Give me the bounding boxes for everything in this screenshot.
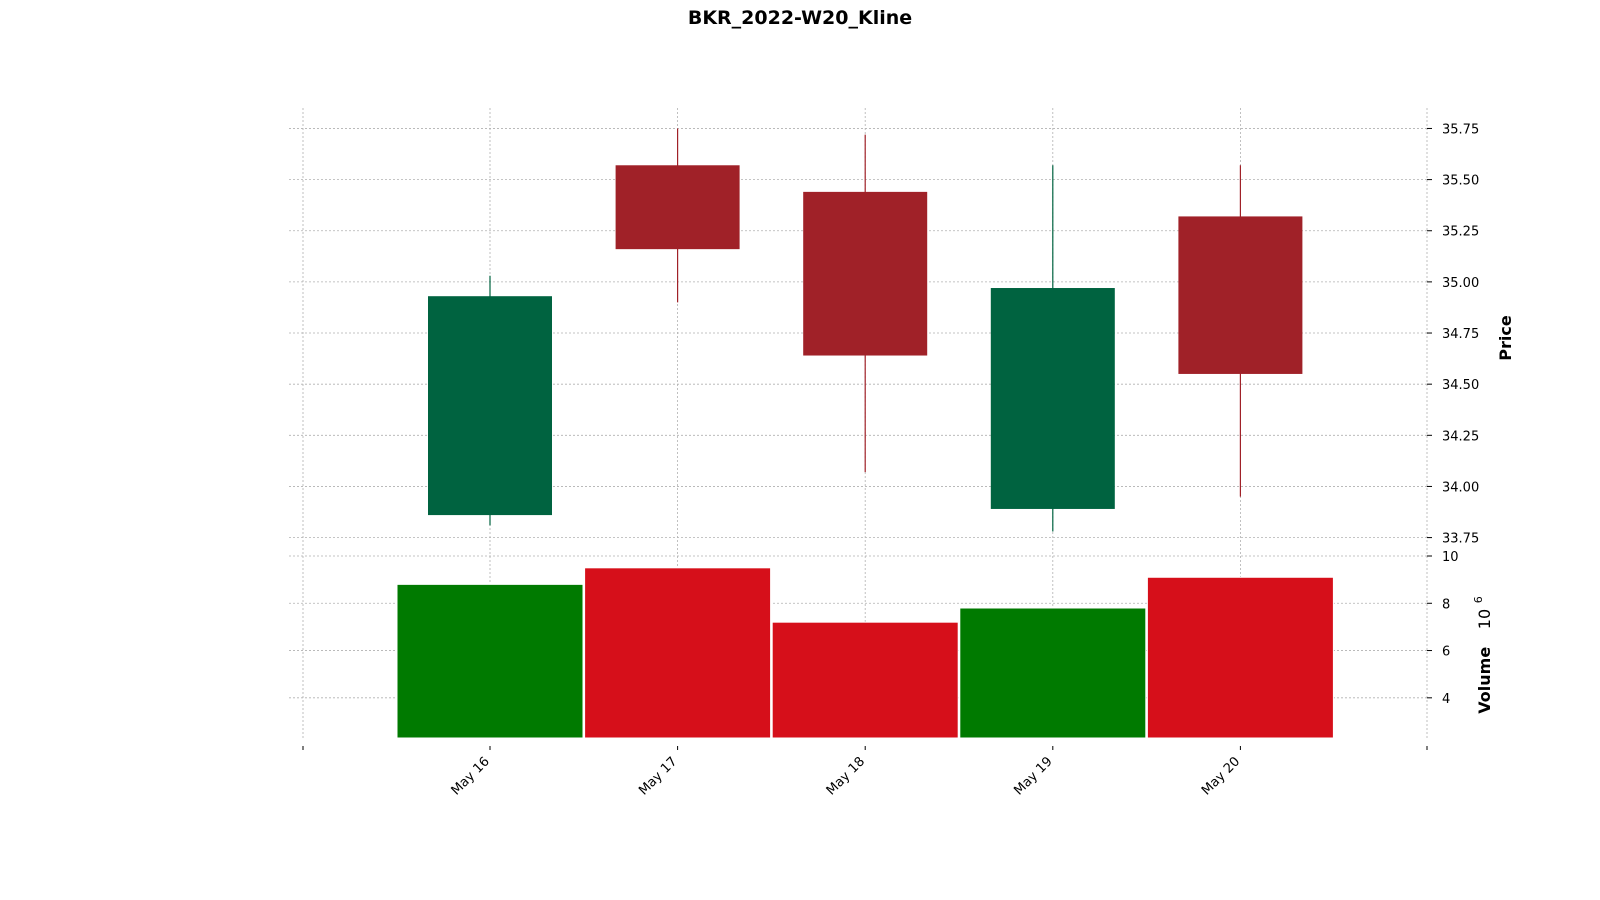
price-tick-label: 34.00 bbox=[1442, 480, 1479, 495]
candle-body bbox=[803, 191, 928, 356]
x-tick-label: May 20 bbox=[1199, 754, 1243, 798]
candle bbox=[615, 128, 740, 303]
volume-bar bbox=[771, 621, 959, 739]
price-tick-label: 35.00 bbox=[1442, 276, 1479, 291]
volume-tick-label: 10 bbox=[1442, 550, 1459, 565]
candle bbox=[1178, 165, 1303, 497]
candle-body bbox=[990, 288, 1115, 509]
price-tick-label: 33.75 bbox=[1442, 532, 1479, 547]
x-tick-label: May 17 bbox=[636, 754, 680, 798]
price-tick-label: 35.25 bbox=[1442, 225, 1479, 240]
chart-title: BKR_2022-W20_Kline bbox=[688, 7, 912, 29]
volume-axis-label: Volume bbox=[1475, 647, 1494, 714]
volume-bar bbox=[584, 567, 772, 739]
volume-tick-label: 6 bbox=[1442, 645, 1450, 660]
x-axis: May 16 May 17 May 18 May 19 May 20 bbox=[302, 746, 1428, 798]
volume-multiplier-exponent: 6 bbox=[1472, 596, 1485, 603]
candle bbox=[803, 134, 928, 473]
candle bbox=[990, 165, 1115, 532]
volume-multiplier: 10 bbox=[1475, 609, 1494, 629]
x-tick-label: May 16 bbox=[449, 754, 493, 798]
candle bbox=[428, 275, 552, 526]
volume-bar bbox=[396, 583, 584, 739]
price-tick-label: 34.75 bbox=[1442, 327, 1479, 342]
x-tick-label: May 18 bbox=[824, 754, 868, 798]
volume-tick-label: 8 bbox=[1442, 597, 1450, 612]
volume-bar bbox=[959, 607, 1147, 739]
x-tick-label: May 19 bbox=[1011, 754, 1055, 798]
candle-body bbox=[428, 296, 552, 516]
volume-bar bbox=[1146, 576, 1334, 739]
price-tick-label: 35.50 bbox=[1442, 174, 1479, 189]
price-tick-label: 34.25 bbox=[1442, 429, 1479, 444]
volume-tick-label: 4 bbox=[1442, 692, 1450, 707]
volume-axis-title: Volume 10 6 bbox=[1472, 596, 1494, 713]
price-axis-title: Price bbox=[1496, 315, 1515, 361]
volume-panel: 4 6 8 10 bbox=[289, 550, 1459, 739]
price-panel: 33.75 34.00 34.25 34.50 34.75 35.00 35.25 35.50… bbox=[289, 108, 1479, 738]
candle-body bbox=[1178, 216, 1303, 374]
candle-body bbox=[615, 165, 740, 250]
price-tick-label: 34.50 bbox=[1442, 378, 1479, 393]
price-tick-label: 35.75 bbox=[1442, 122, 1479, 137]
